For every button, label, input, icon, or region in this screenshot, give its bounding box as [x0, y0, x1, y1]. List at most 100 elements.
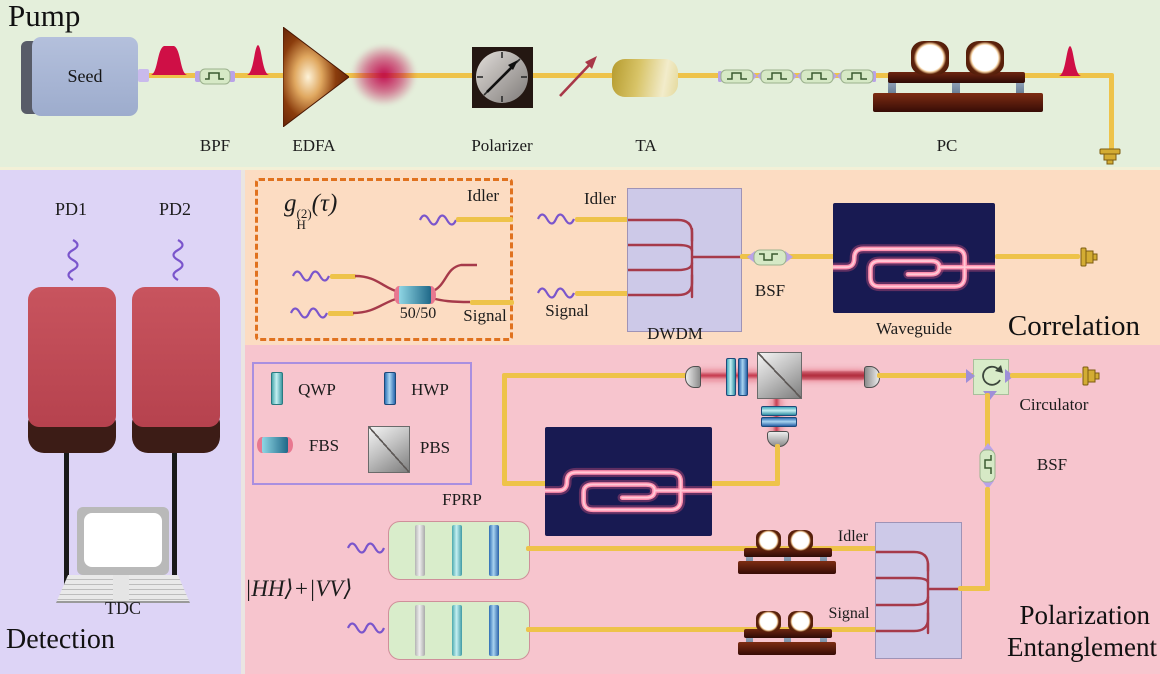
section-divider-vertical [241, 170, 245, 674]
fiber-connector-icon [1099, 148, 1121, 165]
hwp-icon [384, 372, 396, 405]
photodetector-icon-pd1 [28, 287, 116, 427]
laptop-screen [84, 513, 162, 567]
waveguide-chip-icon [545, 427, 712, 536]
circulator-port [1005, 369, 1014, 383]
signal-label: Signal [545, 301, 589, 320]
fprp-label: FPRP [442, 490, 482, 509]
pc-clamp [746, 549, 753, 569]
pc-clamp [820, 549, 827, 569]
pulse-icon [1059, 46, 1081, 76]
circulator-port [966, 369, 975, 383]
correlation-output-fiber [995, 254, 1080, 259]
signal-label-bottom: Signal [828, 605, 870, 622]
fiber-beam-splitter-icon [352, 263, 477, 315]
pc-base [873, 93, 1043, 112]
g2-dashed-box [255, 178, 513, 341]
photodetector-icon-pd2 [132, 287, 220, 427]
loop-fiber-left [502, 375, 507, 485]
seed-label: Seed [67, 66, 103, 86]
idler-fiber-inner [456, 217, 513, 222]
legend-box [252, 362, 472, 485]
waveplate-icon [726, 358, 736, 396]
pc-loop-icon [911, 41, 949, 75]
pbs-legend-icon [368, 426, 410, 473]
fprp-plate [489, 605, 499, 656]
idler-label-inner: Idler [466, 186, 500, 205]
dwdm-icon [627, 188, 742, 332]
dwdm-output-fiber [958, 586, 990, 591]
pc-loop-icon [788, 611, 813, 632]
pc-loop-icon [756, 611, 781, 632]
bandpass-filter-icon [195, 68, 235, 85]
g2-sup: (2) [296, 206, 312, 221]
bsf-to-dwdm-fiber [985, 487, 990, 591]
bsf-vertical-wrap [978, 443, 998, 489]
band-stop-filter-icon [747, 249, 793, 266]
bsf-label-polarization: BSF [1036, 455, 1068, 474]
fbs-input-fiber [330, 274, 356, 279]
laptop-keyboard-gap [113, 575, 129, 601]
free-space-beam [798, 371, 866, 380]
pc-clamp [784, 630, 791, 650]
g2-arg: (τ) [311, 190, 338, 217]
seed-output-port [138, 69, 149, 82]
seed-laser: Seed [32, 37, 138, 116]
glow-icon [352, 45, 416, 105]
chip-output-fiber [710, 481, 780, 486]
pbs-cube-icon [757, 352, 802, 399]
photon-wavy-icon [536, 287, 576, 299]
pc-clamp [1016, 72, 1024, 98]
polarizer-label: Polarizer [471, 136, 533, 155]
pump-title: Pump [8, 0, 81, 33]
fprp-plate [415, 605, 425, 656]
edfa-label: EDFA [292, 136, 336, 155]
fprp-plate [452, 605, 462, 656]
loop-fiber-top [502, 373, 687, 378]
pump-section [0, 0, 1160, 170]
qwp-label: QWP [298, 380, 336, 399]
fprp-icon [388, 601, 530, 660]
photon-wavy-icon [346, 542, 386, 554]
pump-fiber-drop [1109, 75, 1114, 151]
pc-clamp [820, 630, 827, 650]
hwp-label: HWP [411, 380, 449, 399]
g2-formula: g (2) H (τ) [284, 190, 400, 231]
fbs-legend-icon [257, 437, 293, 453]
fprp-plate [415, 525, 425, 576]
pc-clamp [746, 630, 753, 650]
photon-wavy-icon [172, 239, 184, 281]
pd1-cable [64, 440, 69, 585]
photon-wavy-icon [289, 307, 329, 319]
signal-label-inner: Signal [463, 306, 507, 325]
collimator-icon [685, 366, 701, 388]
photon-wavy-icon [536, 213, 576, 225]
photon-wavy-icon [67, 239, 79, 281]
circulator-input-fiber [877, 373, 975, 378]
fprp-icon [388, 521, 530, 580]
coupler-ratio-label: 50/50 [399, 305, 437, 322]
g2-base: g [284, 190, 297, 217]
waveplate-icon [761, 406, 797, 416]
photon-wavy-icon [418, 214, 458, 226]
fbs-input-fiber [328, 311, 354, 316]
fiber-connector-icon [1082, 366, 1100, 386]
pulse-icon [247, 45, 269, 75]
pc-bar [744, 548, 832, 557]
pc-clamp [888, 72, 896, 98]
tdc-label: TDC [105, 598, 141, 618]
idler-label: Idler [583, 189, 617, 208]
pbs-to-chip-fiber [775, 444, 780, 484]
polarization-arrow-icon [559, 56, 597, 97]
tunable-attenuator-icon [612, 59, 678, 97]
pc-clamp [952, 72, 960, 98]
waveplate-icon [738, 358, 748, 396]
pc-bar [888, 72, 1025, 83]
ta-label: TA [635, 136, 657, 155]
polarization-title-line1: Polarization [1019, 600, 1150, 630]
photon-wavy-icon [346, 622, 386, 634]
pc-base [738, 642, 836, 655]
correlation-title: Correlation [1007, 310, 1140, 342]
signal-fiber [575, 291, 629, 296]
edfa-amplifier-icon [283, 27, 349, 127]
